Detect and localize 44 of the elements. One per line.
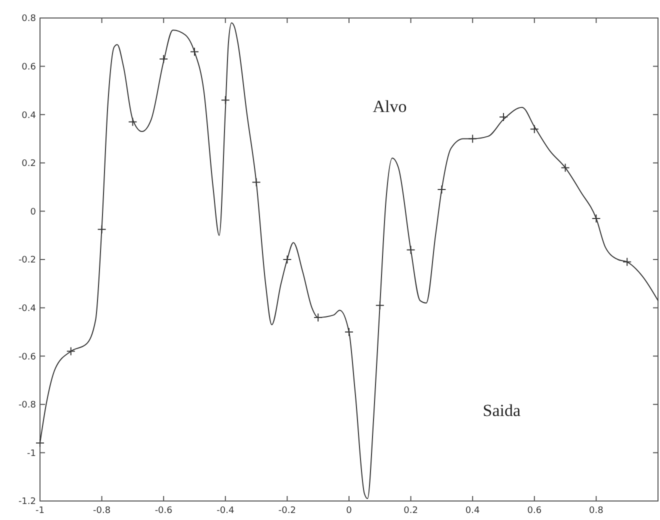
point [282, 255, 292, 264]
y-tick-label: 0.4 [22, 110, 36, 121]
point [159, 54, 168, 64]
y-tick-label: -0.2 [18, 256, 36, 266]
x-tick-label: -0.4 [216, 506, 234, 516]
point [220, 96, 230, 105]
point [128, 117, 138, 126]
x-tick-label: 0.4 [465, 506, 480, 516]
x-tick-label: -0.6 [154, 506, 173, 516]
x-tick-label: 0.6 [527, 506, 542, 516]
point [97, 224, 106, 234]
point [344, 327, 354, 336]
x-tick-label: 0.2 [404, 506, 418, 516]
y-tick-label: -0.8 [18, 400, 36, 411]
point [314, 312, 323, 322]
point [499, 112, 508, 122]
x-tick-label: -1 [36, 506, 44, 516]
y-tick-label: -0.6 [18, 352, 36, 362]
point [468, 134, 478, 144]
point [375, 300, 384, 310]
annotation: Alvo [372, 96, 407, 116]
line-series [40, 22, 658, 500]
point [252, 178, 261, 187]
point [406, 245, 416, 254]
y-tick-label: 0 [30, 207, 36, 218]
y-tick-label: 0.8 [22, 14, 36, 24]
y-tick-label: 0.2 [22, 159, 36, 170]
point [66, 346, 76, 356]
point [592, 214, 601, 223]
annotation: Saida [482, 401, 521, 420]
point [622, 257, 632, 266]
point [530, 124, 539, 134]
x-tick-label: -0.2 [278, 506, 296, 516]
x-tick-label: -0.8 [93, 506, 111, 516]
y-tick-label: -1 [27, 448, 36, 459]
point [36, 438, 44, 448]
point [437, 184, 446, 194]
y-tick-label: -1.2 [18, 497, 36, 508]
point [190, 47, 199, 56]
y-tick-label: 0.6 [22, 62, 36, 72]
y-tick-label: -0.4 [18, 304, 36, 314]
point [560, 163, 570, 172]
x-tick-label: 0 [346, 506, 352, 516]
x-tick-label: 0.8 [589, 506, 604, 516]
